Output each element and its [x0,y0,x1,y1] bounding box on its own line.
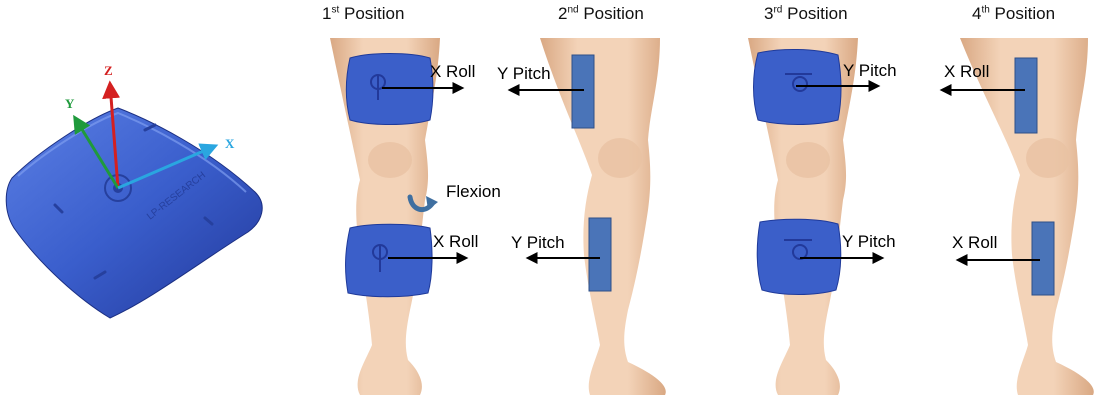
label-p1-bottom: X Roll [433,232,479,251]
imu-device: LP-RESEARCH [5,80,263,319]
sensor-p2-shank [588,217,612,292]
label-p2-bottom: Y Pitch [511,233,565,252]
leg-1 [330,38,440,395]
label-p1-top: X Roll [430,62,476,81]
position-2-title: 2nd Position [558,4,644,23]
sensor-p4-thigh [1014,57,1038,134]
label-p2-top: Y Pitch [497,64,551,83]
x-axis-label: X [225,136,235,151]
y-axis-arrow [73,114,120,189]
position-3-title: 3rd Position [764,4,848,23]
sensor-p3-shank [756,218,842,295]
leg-3 [748,38,858,395]
position-4-title: 4th Position [972,4,1056,23]
flexion-label: Flexion [446,182,501,201]
label-p3-bottom: Y Pitch [842,232,896,251]
sensor-p4-shank [1031,221,1055,296]
sensor-p1-shank [345,223,433,298]
z-axis-label: Z [104,63,113,78]
label-p4-top: X Roll [944,62,990,81]
position-1-title: 1st Position [322,4,405,23]
label-p3-top: Y Pitch [843,61,897,80]
leg-4 [960,38,1094,395]
y-axis-label: Y [65,96,75,111]
z-axis-arrow [102,80,121,189]
label-p4-bottom: X Roll [952,233,998,252]
flexion-icon [407,194,438,213]
sensor-p2-thigh [571,54,595,129]
leg-2 [540,38,666,395]
x-axis-arrow [117,143,219,190]
